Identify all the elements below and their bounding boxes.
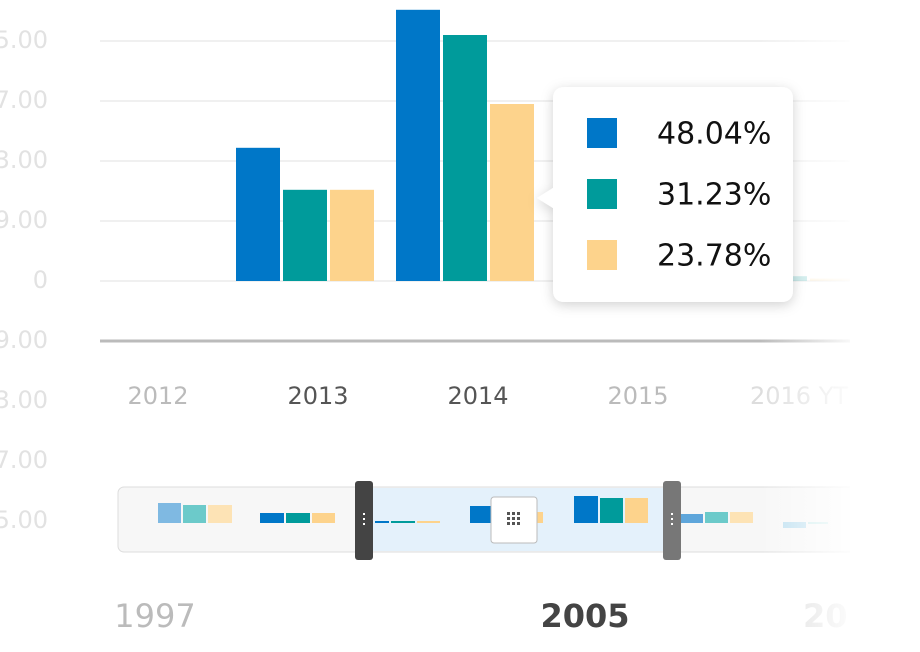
x-tick-label: 2014 xyxy=(447,382,508,410)
navigator-handle-right[interactable] xyxy=(663,481,681,560)
bar xyxy=(490,104,534,281)
tooltip-value: 48.04% xyxy=(657,117,771,152)
plot: 5.00 7.00 3.00 9.00 0 9.00 3.00 7.00 5.00 2012 201… xyxy=(0,9,860,534)
tooltip-swatch xyxy=(587,240,617,270)
tooltip-swatch xyxy=(587,179,617,209)
y-tick-label: 9.00 xyxy=(0,206,48,234)
bar xyxy=(396,9,440,282)
tooltip-swatch xyxy=(587,118,617,148)
navigator-label: 1997 xyxy=(114,597,195,635)
navigator: 1997 2005 20 xyxy=(114,481,859,635)
x-tick-label: 2015 xyxy=(607,382,668,410)
y-tick-label: 7.00 xyxy=(0,86,48,114)
tooltip-value: 23.78% xyxy=(657,239,771,274)
bar xyxy=(330,189,374,281)
navigator-label: 2005 xyxy=(540,597,629,635)
navigator-handle-left[interactable] xyxy=(355,481,373,560)
tooltip: 48.04% 31.23% 23.78% xyxy=(537,87,793,302)
x-tick-label: 2012 xyxy=(127,382,188,410)
y-tick-label: 3.00 xyxy=(0,146,48,174)
tooltip-value: 31.23% xyxy=(657,178,771,213)
y-tick-label: 7.00 xyxy=(0,446,48,474)
y-tick-label: 5.00 xyxy=(0,506,48,534)
x-tick-label: 2013 xyxy=(287,382,348,410)
bar xyxy=(443,35,487,281)
y-tick-label: 5.00 xyxy=(0,26,48,54)
bar xyxy=(236,147,280,281)
y-tick-label: 0 xyxy=(33,266,48,294)
y-tick-label: 3.00 xyxy=(0,386,48,414)
bar xyxy=(283,189,327,281)
y-tick-label: 9.00 xyxy=(0,326,48,354)
edge-mask xyxy=(850,0,920,648)
